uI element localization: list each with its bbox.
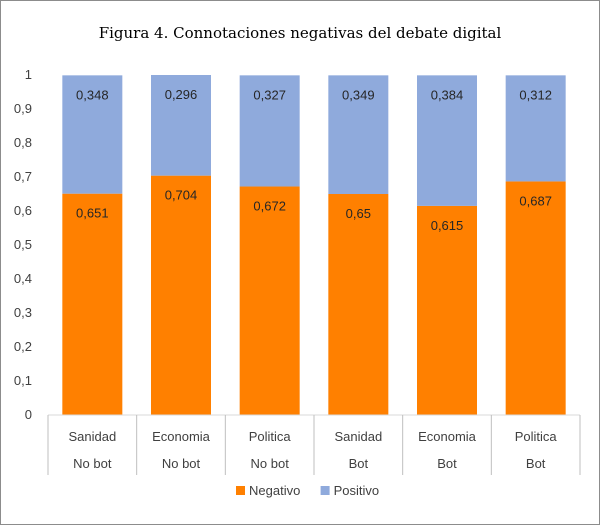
y-tick-label: 0,5 bbox=[14, 237, 32, 252]
data-label: 0,65 bbox=[346, 206, 371, 221]
legend-swatch-negativo bbox=[236, 486, 245, 495]
y-tick-label: 1 bbox=[25, 67, 32, 82]
data-label: 0,384 bbox=[431, 87, 464, 102]
y-tick-label: 0,7 bbox=[14, 169, 32, 184]
bar-positivo bbox=[239, 75, 300, 187]
y-tick-label: 0,9 bbox=[14, 101, 32, 116]
y-tick-label: 0,1 bbox=[14, 373, 32, 388]
bar-positivo bbox=[328, 75, 389, 194]
bar-positivo bbox=[505, 75, 566, 182]
data-label: 0,704 bbox=[165, 188, 198, 203]
y-tick-label: 0,8 bbox=[14, 135, 32, 150]
bar-negativo bbox=[417, 205, 477, 415]
data-label: 0,296 bbox=[165, 87, 198, 102]
y-tick-label: 0,6 bbox=[14, 203, 32, 218]
category-topic-label: Politica bbox=[515, 429, 558, 444]
data-label: 0,687 bbox=[519, 193, 552, 208]
data-label: 0,672 bbox=[253, 199, 286, 214]
category-group-label: No bot bbox=[251, 456, 290, 471]
category-group-label: No bot bbox=[73, 456, 112, 471]
legend-label-negativo: Negativo bbox=[249, 483, 300, 498]
bar-positivo bbox=[417, 75, 477, 206]
y-tick-label: 0,3 bbox=[14, 305, 32, 320]
y-tick-label: 0,4 bbox=[14, 271, 32, 286]
category-topic-label: Sanidad bbox=[334, 429, 382, 444]
data-label: 0,349 bbox=[342, 87, 375, 102]
y-tick-label: 0,2 bbox=[14, 339, 32, 354]
legend-label-positivo: Positivo bbox=[334, 483, 380, 498]
bar-positivo bbox=[151, 75, 211, 176]
data-label: 0,312 bbox=[519, 87, 552, 102]
category-topic-label: Economia bbox=[152, 429, 211, 444]
category-group-label: Bot bbox=[437, 456, 457, 471]
category-topic-label: Politica bbox=[249, 429, 292, 444]
chart-title: Figura 4. Connotaciones negativas del de… bbox=[98, 24, 502, 42]
data-label: 0,327 bbox=[253, 87, 286, 102]
data-label: 0,651 bbox=[76, 206, 109, 221]
category-group-label: Bot bbox=[349, 456, 369, 471]
bar-negativo bbox=[239, 186, 300, 415]
legend-swatch-positivo bbox=[320, 486, 330, 495]
data-label: 0,348 bbox=[76, 87, 109, 102]
bar-negativo bbox=[328, 194, 389, 415]
y-tick-label: 0 bbox=[25, 407, 32, 422]
bar-negativo bbox=[505, 181, 566, 415]
category-topic-label: Sanidad bbox=[68, 429, 116, 444]
category-topic-label: Economia bbox=[418, 429, 477, 444]
category-group-label: Bot bbox=[526, 456, 546, 471]
category-group-label: No bot bbox=[162, 456, 201, 471]
bar-negativo bbox=[151, 175, 211, 415]
bar-positivo bbox=[62, 75, 123, 194]
bar-negativo bbox=[62, 193, 123, 415]
data-label: 0,615 bbox=[431, 218, 464, 233]
